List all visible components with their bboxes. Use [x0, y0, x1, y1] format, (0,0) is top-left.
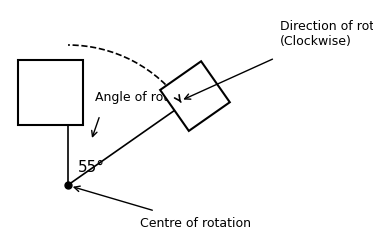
- Polygon shape: [160, 61, 230, 131]
- Text: Direction of rotation
(Clockwise): Direction of rotation (Clockwise): [280, 20, 373, 48]
- Text: 55°: 55°: [78, 159, 105, 174]
- Text: Centre of rotation: Centre of rotation: [140, 217, 251, 230]
- Bar: [18, 60, 83, 125]
- Text: Angle of rotation: Angle of rotation: [95, 90, 200, 103]
